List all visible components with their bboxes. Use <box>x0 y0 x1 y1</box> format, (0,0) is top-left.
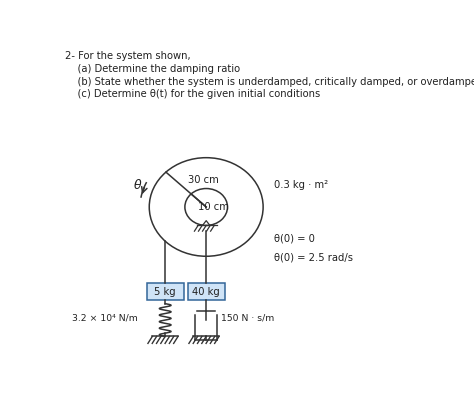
Text: θ̇(0) = 2.5 rad/s: θ̇(0) = 2.5 rad/s <box>274 253 353 263</box>
Text: 150 N · s/m: 150 N · s/m <box>221 313 274 323</box>
Text: 2- For the system shown,: 2- For the system shown, <box>65 51 191 61</box>
FancyBboxPatch shape <box>147 283 183 300</box>
Text: $\theta$: $\theta$ <box>133 178 143 192</box>
Text: (b) State whether the system is underdamped, critically damped, or overdamped: (b) State whether the system is underdam… <box>65 76 474 87</box>
Text: θ(0) = 0: θ(0) = 0 <box>274 234 315 244</box>
Text: (a) Determine the damping ratio: (a) Determine the damping ratio <box>65 64 240 74</box>
Text: 5 kg: 5 kg <box>155 287 176 297</box>
Text: 10 cm: 10 cm <box>198 202 229 212</box>
Text: 0.3 kg · m²: 0.3 kg · m² <box>274 180 328 190</box>
Text: 3.2 × 10⁴ N/m: 3.2 × 10⁴ N/m <box>72 313 137 323</box>
Text: (c) Determine θ(t) for the given initial conditions: (c) Determine θ(t) for the given initial… <box>65 89 320 99</box>
FancyBboxPatch shape <box>188 283 225 300</box>
Text: 30 cm: 30 cm <box>188 175 219 185</box>
Text: 40 kg: 40 kg <box>192 287 220 297</box>
